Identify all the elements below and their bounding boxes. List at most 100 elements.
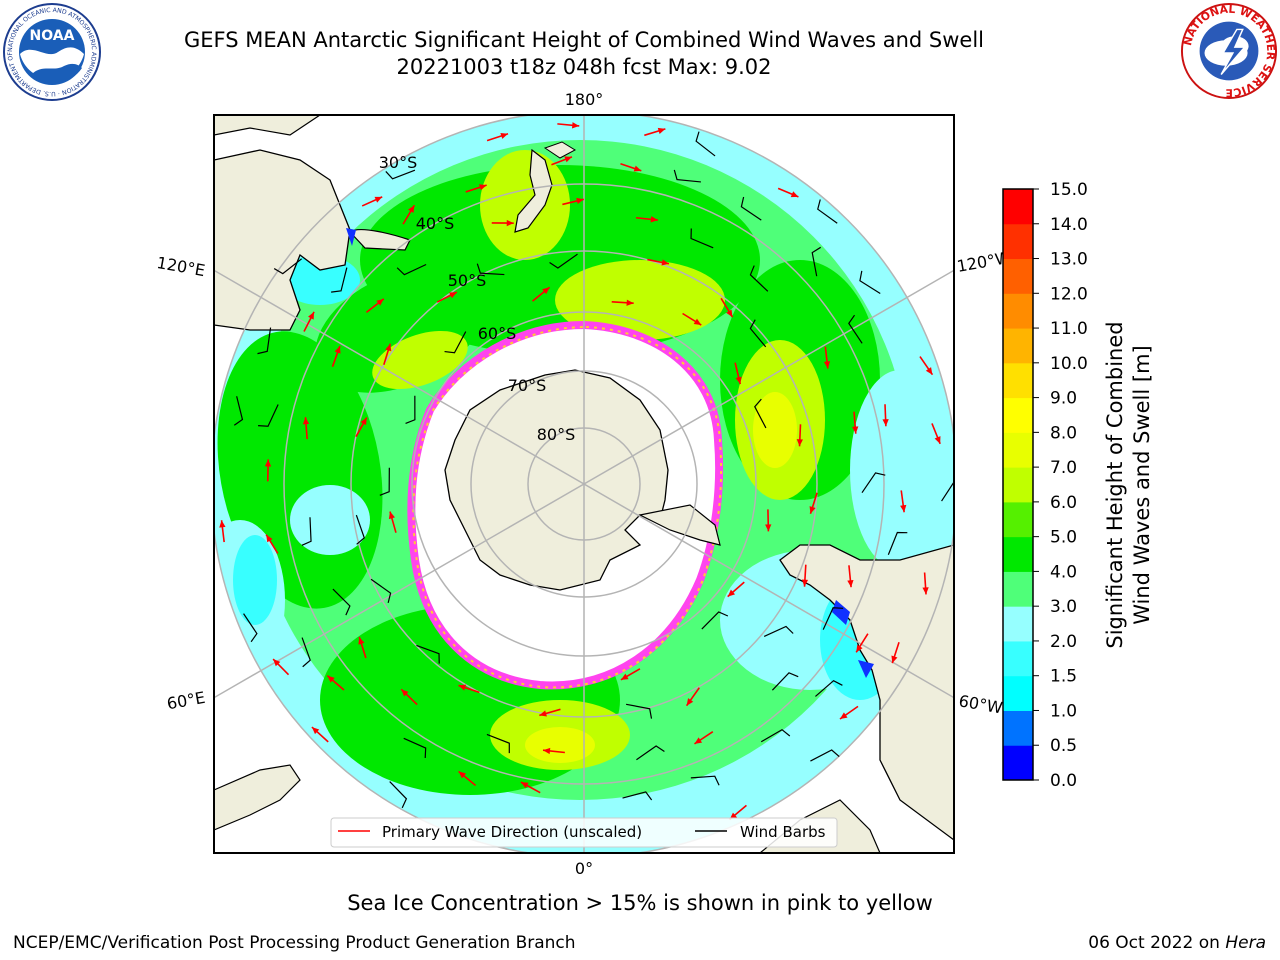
- lon-label-60e: 60°E: [165, 688, 206, 713]
- colorbar-tick-label: 6.0: [1050, 493, 1077, 513]
- lat-label-50s: 50°S: [448, 271, 487, 290]
- wind-barb: [817, 199, 838, 224]
- wind-barb: [549, 253, 578, 269]
- colorbar-band: [1003, 328, 1033, 364]
- wave-arrow-head: [458, 771, 467, 779]
- wind-barb: [486, 733, 510, 754]
- wind-barb: [622, 791, 653, 801]
- wind-barb: [301, 637, 311, 668]
- wave-arrow-head: [376, 298, 384, 306]
- vector-layer: [219, 122, 954, 821]
- map-frame: [213, 114, 955, 854]
- wave-arrow-head: [500, 132, 509, 139]
- wind-barb: [771, 672, 799, 691]
- chart-subtitle: 20221003 t18z 048h fcst Max: 9.02: [396, 55, 772, 79]
- colorbar-tick-label: 1.5: [1050, 667, 1077, 687]
- wave-arrow-head: [856, 644, 863, 653]
- footer-machine: Hera: [1225, 933, 1266, 953]
- wave-arrow-head: [790, 191, 799, 198]
- wave-arrow-head: [458, 684, 467, 691]
- colorbar-tick-label: 0.0: [1050, 771, 1077, 791]
- colorbar-tick-label: 13.0: [1050, 250, 1088, 270]
- colorbar-band: [1003, 362, 1033, 399]
- wind-barb: [243, 613, 258, 643]
- wind-barb: [416, 644, 440, 664]
- wave-arrow-head: [219, 520, 226, 528]
- wave-arrow-head: [686, 698, 694, 706]
- wind-barb: [257, 327, 272, 355]
- wave-arrow-head: [735, 376, 742, 385]
- wave-arrow-head: [506, 219, 514, 227]
- colorbar-tick-label: 9.0: [1050, 389, 1077, 409]
- wave-arrow-head: [727, 589, 736, 597]
- noaa-logo-text: NOAA: [30, 28, 75, 44]
- wave-arrow-head: [401, 689, 409, 697]
- colorbar-label-line1: Significant Height of Combined: [1103, 321, 1127, 648]
- wave-arrow-head: [922, 587, 929, 595]
- wave-arrow-head: [925, 367, 933, 375]
- colorbar-band: [1003, 223, 1033, 260]
- wave-arrow-head: [847, 579, 854, 588]
- colorbar-band: [1003, 536, 1033, 572]
- wind-barb: [690, 228, 714, 249]
- wind-barb: [403, 737, 427, 759]
- colorbar-band: [1003, 397, 1033, 433]
- wave-arrow-head: [266, 534, 273, 543]
- colorbar-band: [1003, 501, 1033, 538]
- wave-arrow-head: [633, 165, 642, 172]
- lat-label-30s: 30°S: [379, 153, 418, 172]
- wave-arrow-head: [626, 299, 634, 306]
- colorbar-tick-label: 0.5: [1050, 736, 1077, 756]
- wind-barb: [332, 588, 351, 616]
- wave-arrow-head: [620, 673, 629, 680]
- lat-label-70s: 70°S: [508, 376, 547, 395]
- wave-arrow-head: [539, 710, 547, 717]
- wave-arrow-head: [479, 184, 487, 191]
- colorbar-tick-label: 2.0: [1050, 632, 1077, 652]
- wave-arrow-head: [408, 205, 415, 213]
- wind-barb: [740, 196, 762, 221]
- wind-barb: [396, 263, 427, 276]
- wind-barb: [859, 270, 881, 295]
- wave-arrow-head: [809, 506, 816, 514]
- noaa-logo: NATIONAL OCEANIC AND ATMOSPHERIC ADMINIS…: [2, 2, 101, 101]
- wave-arrow-head: [564, 156, 572, 163]
- wave-arrow-head: [839, 712, 848, 720]
- wind-barb: [760, 728, 791, 743]
- lon-label-0: 0°: [575, 859, 593, 878]
- nws-logo: NATIONAL WEATHER SERVICE: [1180, 3, 1277, 99]
- wind-barb: [626, 703, 653, 719]
- wave-arrow-head: [542, 747, 551, 755]
- wave-arrow-head: [360, 417, 367, 426]
- lat-label-80s: 80°S: [537, 425, 576, 444]
- wind-barb: [815, 679, 843, 697]
- wave-legend-label: Primary Wave Direction (unscaled): [382, 823, 642, 841]
- wind-barb: [476, 263, 505, 276]
- colorbar-band: [1003, 293, 1033, 329]
- wave-arrow-head: [334, 345, 341, 354]
- wave-arrow-head: [934, 436, 941, 444]
- wave-arrow-head: [542, 287, 550, 295]
- wave-arrow-head: [273, 659, 281, 667]
- wind-barb: [331, 267, 348, 293]
- colorbar-band: [1003, 258, 1033, 294]
- colorbar-tick-label: 15.0: [1050, 180, 1088, 200]
- colorbar-band: [1003, 745, 1033, 781]
- wind-barb: [385, 169, 416, 180]
- colorbar-tick-label: 3.0: [1050, 597, 1077, 617]
- colorbar-tick-label: 8.0: [1050, 423, 1077, 443]
- wind-barb: [811, 246, 822, 277]
- wave-arrow-head: [661, 259, 669, 266]
- colorbar-band: [1003, 640, 1033, 677]
- colorbar-band: [1003, 606, 1033, 642]
- colorbar-tick-label: 14.0: [1050, 215, 1088, 235]
- wind-barb: [887, 531, 908, 556]
- wind-barb: [370, 578, 392, 603]
- wind-barb: [379, 467, 390, 496]
- wind-barb: [389, 781, 408, 809]
- colorbar-label-line2: Wind Waves and Swell [m]: [1130, 345, 1154, 625]
- wave-arrow-head: [693, 318, 702, 326]
- wave-arrow-head: [801, 579, 809, 587]
- colorbar-band: [1003, 710, 1033, 746]
